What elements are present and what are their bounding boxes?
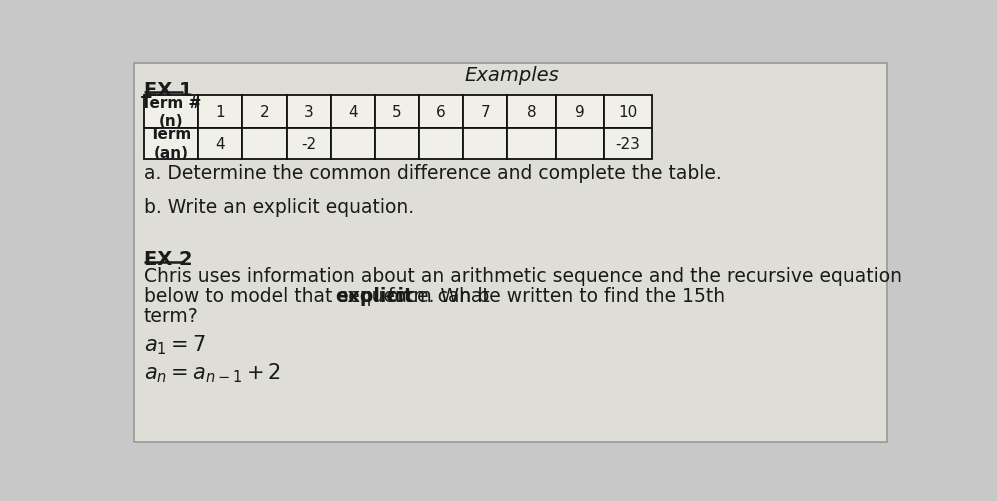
Text: Term #
(n): Term # (n) (141, 96, 201, 129)
Text: Term
(an): Term (an) (150, 127, 192, 161)
Text: Chris uses information about an arithmetic sequence and the recursive equation: Chris uses information about an arithmet… (144, 267, 902, 286)
Text: -2: -2 (301, 136, 316, 151)
Bar (198, 129, 242, 159)
Text: Examples: Examples (465, 66, 559, 85)
Bar (464, 129, 507, 159)
Bar (507, 96, 555, 129)
Text: 8: 8 (526, 105, 536, 120)
Text: below to model that sequence. What: below to model that sequence. What (144, 287, 496, 306)
Bar (419, 96, 464, 129)
Text: -23: -23 (615, 136, 640, 151)
Text: term?: term? (144, 307, 198, 326)
Bar (507, 129, 555, 159)
Bar (464, 96, 507, 129)
Bar (419, 129, 464, 159)
Text: 4: 4 (348, 105, 358, 120)
Bar (375, 129, 419, 159)
Bar (242, 96, 286, 129)
Bar (603, 129, 652, 159)
Bar (242, 129, 286, 159)
Bar (144, 96, 198, 129)
Bar (603, 96, 652, 129)
Text: 7: 7 (481, 105, 491, 120)
Text: b. Write an explicit equation.: b. Write an explicit equation. (144, 198, 414, 216)
Bar (375, 96, 419, 129)
Text: 3: 3 (304, 105, 314, 120)
Bar (331, 129, 375, 159)
Text: 9: 9 (574, 105, 584, 120)
Bar (555, 129, 603, 159)
Bar (144, 129, 198, 159)
Text: form can be written to find the 15th: form can be written to find the 15th (383, 287, 726, 306)
Text: EX 1: EX 1 (144, 81, 192, 100)
Text: 5: 5 (392, 105, 402, 120)
Bar (198, 96, 242, 129)
Text: $a_1=7$: $a_1=7$ (144, 333, 205, 357)
Text: 2: 2 (259, 105, 269, 120)
Text: EX 2: EX 2 (144, 250, 192, 269)
Text: 6: 6 (437, 105, 446, 120)
Bar (555, 96, 603, 129)
Bar (286, 129, 331, 159)
Text: explicit: explicit (335, 287, 413, 306)
Bar (331, 96, 375, 129)
Text: 10: 10 (618, 105, 637, 120)
Text: $a_n=a_{n-1}+2$: $a_n=a_{n-1}+2$ (144, 361, 281, 384)
Text: 1: 1 (215, 105, 225, 120)
Text: a. Determine the common difference and complete the table.: a. Determine the common difference and c… (144, 164, 722, 183)
Text: 4: 4 (215, 136, 225, 151)
Bar (286, 96, 331, 129)
